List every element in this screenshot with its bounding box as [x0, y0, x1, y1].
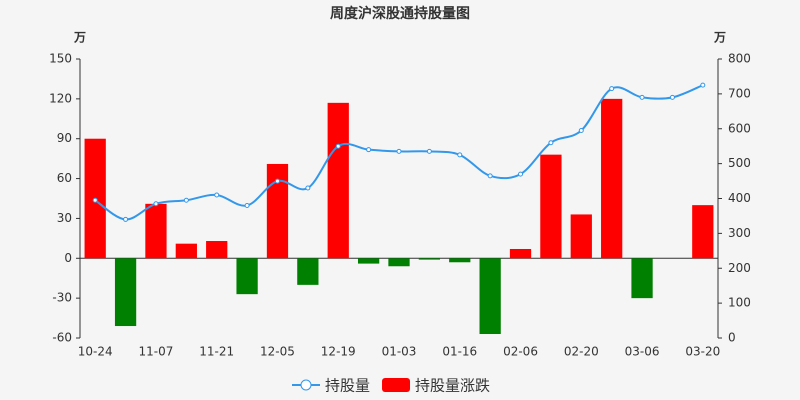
x-tick-label: 03-06 — [625, 345, 660, 359]
y2-tick-label: 100 — [728, 296, 751, 310]
x-tick-label: 10-24 — [78, 345, 113, 359]
line-point — [457, 152, 463, 158]
bar — [601, 98, 623, 259]
line-point — [335, 143, 341, 149]
bar — [145, 203, 167, 259]
line-point — [183, 197, 189, 203]
legend-marker — [382, 378, 411, 392]
bar — [327, 102, 349, 259]
bar — [236, 258, 258, 295]
x-tick-label: 11-21 — [199, 345, 234, 359]
line-point — [153, 201, 159, 207]
chart-title: 周度沪深股通持股量图 — [330, 5, 470, 22]
bar — [357, 258, 380, 264]
y2-tick-label: 200 — [728, 261, 751, 275]
y-tick-label: 120 — [49, 91, 72, 105]
bar — [479, 258, 501, 335]
bar — [297, 258, 319, 285]
line-point — [548, 140, 554, 146]
line-point — [639, 94, 645, 100]
y2-tick-label: 700 — [728, 86, 751, 100]
line-point — [578, 127, 584, 133]
line-point — [700, 82, 706, 88]
bar — [449, 258, 471, 263]
line-point — [609, 86, 615, 92]
y-unit: 万 — [73, 31, 86, 45]
bar — [175, 243, 197, 259]
bar — [206, 241, 228, 259]
y2-tick-label: 800 — [728, 52, 751, 66]
legend-marker — [300, 379, 312, 391]
x-tick-label: 03-20 — [685, 345, 720, 359]
bar — [509, 248, 532, 259]
y-tick-label: -30 — [52, 291, 72, 305]
line-point — [366, 147, 372, 153]
y-tick-label: -60 — [52, 331, 72, 345]
x-tick-label: 01-16 — [442, 345, 477, 359]
bar — [388, 258, 410, 267]
y2-tick-label: 300 — [728, 226, 751, 240]
x-tick-label: 12-19 — [321, 345, 356, 359]
legend-label: 持股量涨跌 — [415, 377, 490, 395]
line-point — [274, 178, 280, 184]
line-point — [244, 202, 250, 208]
line-point — [214, 192, 220, 198]
y2-unit: 万 — [713, 31, 726, 45]
bar — [570, 214, 592, 259]
y2-tick-label: 600 — [728, 121, 751, 135]
y-tick-label: 90 — [57, 131, 72, 145]
y-tick-label: 60 — [57, 171, 72, 185]
x-tick-label: 01-03 — [382, 345, 417, 359]
x-tick-label: 02-20 — [564, 345, 599, 359]
line-point — [487, 173, 493, 179]
bar — [540, 154, 562, 259]
y-tick-label: 150 — [49, 52, 72, 66]
y2-tick-label: 0 — [728, 331, 736, 345]
legend-label: 持股量 — [325, 377, 370, 395]
line-point — [518, 171, 524, 177]
bar — [418, 258, 441, 260]
y2-tick-label: 400 — [728, 191, 751, 205]
y-tick-label: 30 — [57, 211, 72, 225]
y-tick-label: 0 — [64, 251, 72, 265]
bar — [114, 258, 137, 327]
x-tick-label: 02-06 — [503, 345, 538, 359]
bar — [631, 258, 653, 299]
line-point — [92, 197, 98, 203]
bar — [266, 163, 289, 259]
line-point — [123, 216, 129, 222]
line-point — [396, 148, 402, 154]
bar — [692, 205, 714, 259]
x-tick-label: 11-07 — [139, 345, 174, 359]
line-point — [426, 148, 432, 154]
x-tick-label: 12-05 — [260, 345, 295, 359]
y2-tick-label: 500 — [728, 156, 751, 170]
line-point — [669, 94, 675, 100]
line-point — [305, 185, 311, 191]
